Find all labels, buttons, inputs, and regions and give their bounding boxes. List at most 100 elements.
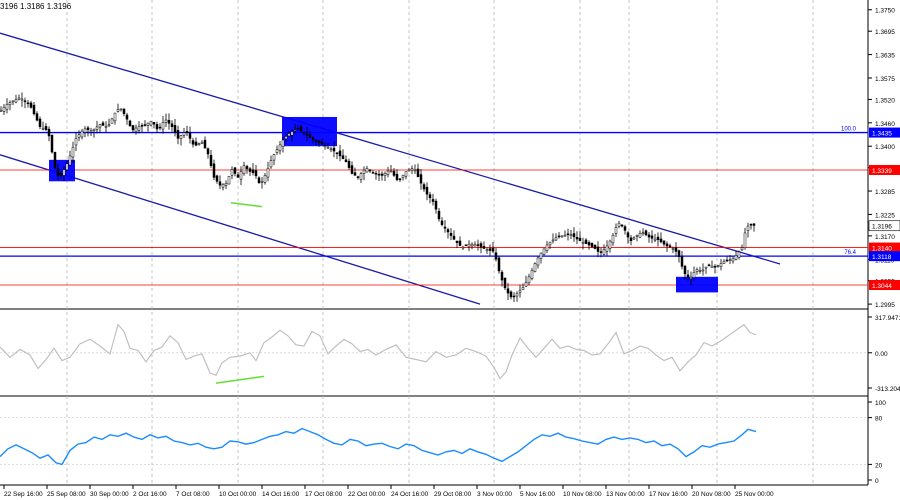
candle-body bbox=[437, 210, 441, 220]
candle-body bbox=[14, 99, 18, 103]
candle-body bbox=[278, 144, 282, 151]
candle-body bbox=[41, 127, 45, 130]
channel-line bbox=[0, 32, 781, 265]
level-label-box bbox=[869, 251, 900, 262]
current-price-label: 1.3196 bbox=[872, 224, 892, 231]
candle-body bbox=[107, 124, 111, 127]
level-label: 1.3140 bbox=[872, 246, 892, 253]
candle-body bbox=[329, 148, 333, 151]
candle-body bbox=[410, 168, 414, 171]
candle-body bbox=[599, 251, 603, 253]
candle-body bbox=[347, 160, 351, 168]
candle-body bbox=[299, 126, 303, 132]
candle-body bbox=[0, 109, 3, 112]
candle-body bbox=[281, 139, 285, 147]
candle-body bbox=[533, 263, 537, 272]
support-segment bbox=[230, 201, 263, 208]
candle-body bbox=[635, 234, 639, 237]
candle-body bbox=[398, 178, 402, 181]
candle-body bbox=[530, 270, 534, 279]
highlight-box bbox=[282, 116, 337, 147]
time-tick-label: 10 Nov 08:00 bbox=[563, 491, 602, 498]
candle-body bbox=[62, 169, 66, 176]
candle-body bbox=[113, 112, 117, 122]
candle-body bbox=[221, 183, 225, 188]
candle-body bbox=[458, 240, 462, 246]
oscillator-line bbox=[0, 323, 757, 380]
candle-body bbox=[143, 124, 147, 126]
candle-body bbox=[161, 122, 165, 130]
candle-body bbox=[356, 176, 360, 178]
candle-body bbox=[695, 269, 699, 272]
candle-body bbox=[155, 124, 159, 130]
candle-body bbox=[497, 257, 501, 272]
candle-body bbox=[296, 128, 300, 130]
candle-body bbox=[494, 252, 498, 260]
candle-body bbox=[191, 140, 195, 145]
time-tick-label: 14 Oct 16:00 bbox=[262, 491, 300, 498]
candle-body bbox=[620, 224, 624, 227]
candle-body bbox=[605, 245, 609, 252]
candle-body bbox=[623, 226, 627, 231]
candle-body bbox=[350, 165, 354, 174]
candle-body bbox=[392, 170, 396, 176]
candle-body bbox=[233, 167, 237, 174]
candle-body bbox=[344, 159, 348, 163]
candle-body bbox=[140, 125, 144, 127]
level-label: 1.3044 bbox=[872, 283, 892, 290]
candle-body bbox=[26, 102, 30, 105]
candle-body bbox=[425, 186, 429, 195]
candle-body bbox=[704, 266, 708, 269]
candle-body bbox=[731, 258, 735, 262]
candle-body bbox=[314, 140, 318, 142]
candle-body bbox=[542, 248, 546, 255]
candle-body bbox=[365, 168, 369, 173]
candle-body bbox=[212, 163, 216, 178]
candle-body bbox=[596, 246, 600, 252]
level-label: 1.3435 bbox=[872, 131, 892, 138]
candle-body bbox=[413, 169, 417, 172]
candle-body bbox=[707, 264, 711, 267]
candle-body bbox=[593, 244, 597, 249]
candle-body bbox=[29, 102, 33, 108]
candle-body bbox=[485, 249, 489, 252]
candle-body bbox=[98, 124, 102, 128]
candle-body bbox=[197, 143, 201, 146]
rsi-tick-label: 0 bbox=[875, 478, 879, 485]
fib-label: 76.4 bbox=[844, 250, 856, 256]
candle-body bbox=[149, 121, 153, 126]
candle-body bbox=[287, 133, 291, 137]
candle-body bbox=[53, 152, 57, 169]
candle-body bbox=[20, 98, 24, 101]
candle-body bbox=[725, 259, 729, 262]
candle-body bbox=[32, 104, 36, 115]
candle-body bbox=[431, 199, 435, 202]
time-tick-label: 29 Oct 08:00 bbox=[434, 491, 472, 498]
candle-body bbox=[131, 125, 135, 131]
candle-body bbox=[737, 251, 741, 258]
candle-body bbox=[416, 168, 420, 177]
candle-body bbox=[71, 146, 75, 158]
candle-body bbox=[473, 244, 477, 247]
candle-body bbox=[302, 131, 306, 134]
candle-body bbox=[293, 129, 297, 132]
candle-body bbox=[701, 269, 705, 272]
price-axis: 1.3750 1.3695 1.3635 1.3575 1.3520 1.3460 1.34… bbox=[868, 8, 900, 309]
time-tick-label: 13 Nov 00:00 bbox=[606, 491, 645, 498]
candle-body bbox=[38, 118, 42, 127]
candle-body bbox=[272, 154, 276, 161]
time-tick-label: 20 Nov 08:00 bbox=[692, 491, 731, 498]
candle-body bbox=[677, 250, 681, 257]
osc-tick-label: 0.00 bbox=[875, 351, 888, 358]
candle-body bbox=[242, 165, 246, 174]
candle-body bbox=[134, 127, 138, 133]
price-tick-label: 1.3170 bbox=[875, 234, 895, 241]
candle-body bbox=[614, 227, 618, 234]
candle-body bbox=[662, 240, 666, 245]
candle-body bbox=[158, 126, 162, 129]
candle-body bbox=[581, 241, 585, 244]
candle-body bbox=[368, 169, 372, 172]
candle-body bbox=[722, 260, 726, 264]
candle-body bbox=[452, 235, 456, 240]
